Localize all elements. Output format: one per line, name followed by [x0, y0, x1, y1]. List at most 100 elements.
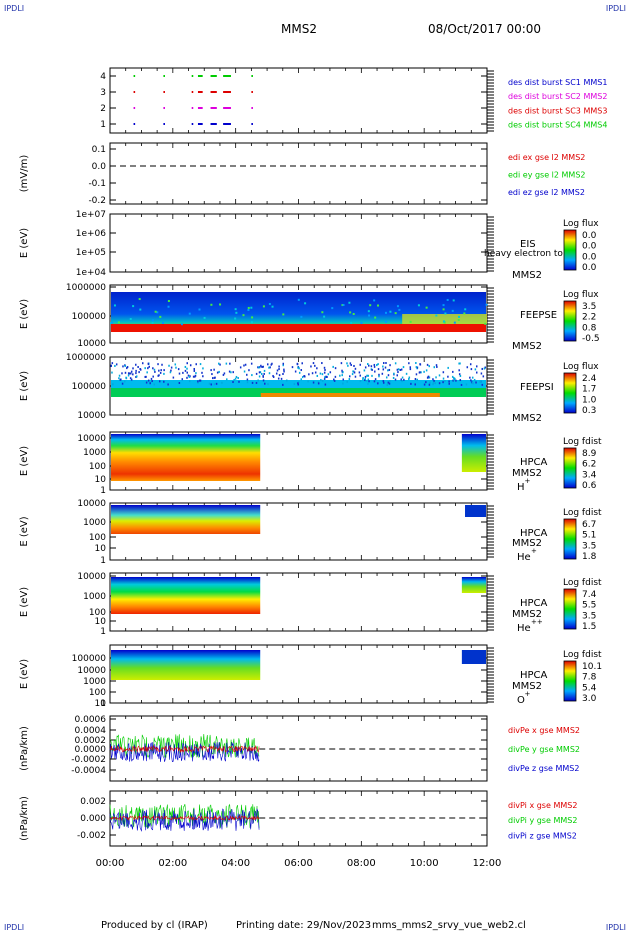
feepsi-speck	[233, 378, 235, 381]
feepse-speck	[409, 320, 412, 323]
feepsi-speck	[367, 382, 369, 385]
feepsi-speck	[147, 367, 149, 370]
feepsi-speck	[364, 377, 366, 380]
feepse-speck	[464, 308, 467, 311]
feepsi-speck	[321, 379, 324, 382]
burst-interval	[163, 91, 165, 93]
spacecraft-label: MMS2	[512, 609, 542, 620]
colorbar-title: Log flux	[563, 362, 599, 372]
corner-mark-top-left: IPDLI	[4, 4, 25, 13]
burst-interval	[191, 75, 194, 77]
hpca-hepp-late	[461, 577, 486, 593]
feepsi-speck	[349, 362, 352, 365]
y-tick-label: 10000	[77, 572, 106, 582]
feepsi-speck	[283, 370, 285, 373]
feepsi-speck	[400, 368, 403, 371]
feepsi-speck	[426, 376, 429, 379]
feepsi-speck	[382, 380, 385, 383]
feepsi-speck	[397, 368, 400, 371]
colorbar	[563, 518, 577, 560]
feepsi-speck	[471, 381, 474, 384]
feepse-speck	[349, 311, 352, 314]
legend-entry: edi ey gse l2 MMS2	[508, 170, 586, 179]
feepsi-speck	[458, 373, 461, 376]
feepsi-speck	[308, 373, 310, 376]
species-charge: +	[525, 477, 531, 485]
feepsi-speck	[311, 372, 314, 375]
feepsi-speck	[201, 371, 203, 374]
panel-hpca_he	[109, 502, 577, 561]
feepsi-speck	[246, 378, 249, 381]
feepsi-speck	[408, 376, 411, 379]
y-axis-label: (nPa/km)	[19, 796, 30, 841]
y-tick-label: 0.0006	[75, 715, 107, 725]
feepse-speck	[113, 304, 116, 307]
burst-interval	[133, 75, 136, 77]
y-axis-label: E (eV)	[19, 371, 30, 401]
feepsi-speck	[168, 364, 170, 367]
legend-entry: edi ex gse l2 MMS2	[508, 153, 585, 162]
feepsi-speck	[170, 366, 173, 369]
feepsi-speck	[425, 369, 428, 372]
feepsi-speck	[225, 362, 228, 365]
colorbar-tick-label: 0.0	[582, 252, 597, 262]
colorbar-tick-label: 5.5	[582, 601, 596, 611]
spacecraft-title: MMS2	[281, 22, 317, 36]
feepsi-speck	[193, 369, 196, 372]
feepsi-speck	[435, 376, 437, 379]
feepsi-speck	[394, 362, 397, 365]
feepsi-speck	[389, 364, 391, 367]
feepse-speck	[442, 308, 445, 311]
feepsi-speck	[340, 362, 343, 365]
feepse-speck	[129, 318, 132, 321]
feepsi-speck	[399, 369, 402, 372]
feepsi-speck	[409, 366, 412, 369]
spacecraft-label: MMS2	[512, 681, 542, 692]
feepsi-speck	[459, 362, 461, 365]
burst-interval	[223, 107, 231, 109]
burst-interval	[197, 91, 203, 93]
feepsi-speck	[334, 367, 337, 370]
burst-interval	[251, 91, 253, 93]
feepsi-speck	[170, 369, 172, 372]
feepsi-speck	[301, 362, 303, 365]
burst-interval	[210, 75, 217, 77]
hpca-h-spectrogram	[111, 434, 261, 481]
feepsi-speck	[135, 375, 137, 378]
feepsi-speck	[367, 374, 370, 377]
feepsi-speck	[124, 371, 127, 374]
feepse-speck	[463, 312, 466, 315]
feepsi-speck	[364, 379, 366, 382]
colorbar-tick-label: 1.5	[582, 622, 596, 632]
feepsi-speck	[163, 372, 165, 375]
feepsi-speck	[186, 367, 188, 370]
feepsi-speck	[414, 378, 417, 381]
feepsi-speck	[432, 383, 434, 386]
feepsi-speck	[266, 363, 269, 366]
feepsi-speck	[388, 382, 391, 385]
feepsi-speck	[342, 382, 344, 385]
burst-interval	[133, 107, 136, 109]
feepsi-speck	[152, 367, 154, 370]
y-tick-label: 10	[95, 475, 107, 485]
y-tick-label: 1e+07	[76, 210, 106, 220]
feepsi-speck	[294, 370, 297, 373]
species-charge: ++	[531, 618, 543, 626]
feepsi-speck	[195, 372, 197, 375]
feepsi-speck	[239, 366, 242, 369]
feepsi-speck	[151, 380, 153, 383]
feepse-speck	[368, 314, 371, 317]
feepsi-speck	[297, 382, 299, 385]
feepsi-speck	[298, 367, 300, 370]
burst-interval	[251, 123, 253, 125]
feepsi-speck	[228, 370, 231, 373]
species-charge: +	[525, 690, 531, 698]
feepse-speck	[321, 311, 324, 314]
feepsi-speck	[280, 377, 283, 380]
instrument-label: EIS	[520, 239, 536, 250]
feepsi-speck	[270, 363, 273, 366]
colorbar-tick-label: 10.1	[582, 662, 602, 672]
feepse-speck	[398, 308, 401, 311]
feepsi-speck	[215, 382, 218, 385]
feepsi-speck	[401, 380, 403, 383]
